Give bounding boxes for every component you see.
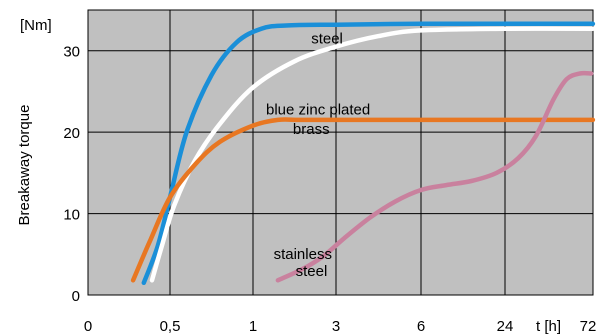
series-line-stainless-steel <box>275 70 594 283</box>
series-label-stainless-steel: steel <box>296 263 328 280</box>
series-line-brass <box>130 117 596 283</box>
x-unit-label: t [h] <box>536 318 561 335</box>
x-tick-label: 1 <box>249 318 257 335</box>
x-tick-labels: 0 0,5 1 3 6 24 72 <box>84 318 597 335</box>
series-label-blue-zinc-plated: blue zinc plated <box>266 101 370 118</box>
y-axis-label: Breakaway torque <box>16 105 33 226</box>
y-tick-label: 10 <box>63 207 80 224</box>
series-line-blue-zinc-plated <box>149 26 596 283</box>
series-label-stainless-steel: stainless <box>274 246 332 263</box>
y-tick-label: 20 <box>63 125 80 142</box>
x-tick-label: 6 <box>417 318 425 335</box>
plot-area <box>87 9 594 296</box>
y-tick-labels: 0 10 20 30 <box>63 44 80 305</box>
y-unit-label: [Nm] <box>20 17 52 34</box>
y-tick-label: 0 <box>72 288 80 305</box>
x-tick-label: 24 <box>497 318 514 335</box>
series-label-steel: steel <box>311 31 343 48</box>
x-tick-label: 0 <box>84 318 92 335</box>
series-label-brass: brass <box>293 121 330 138</box>
y-tick-label: 30 <box>63 44 80 61</box>
x-tick-label: 3 <box>332 318 340 335</box>
series-lines <box>130 21 596 286</box>
x-tick-label: 72 <box>580 318 597 335</box>
x-tick-label: 0,5 <box>160 318 181 335</box>
